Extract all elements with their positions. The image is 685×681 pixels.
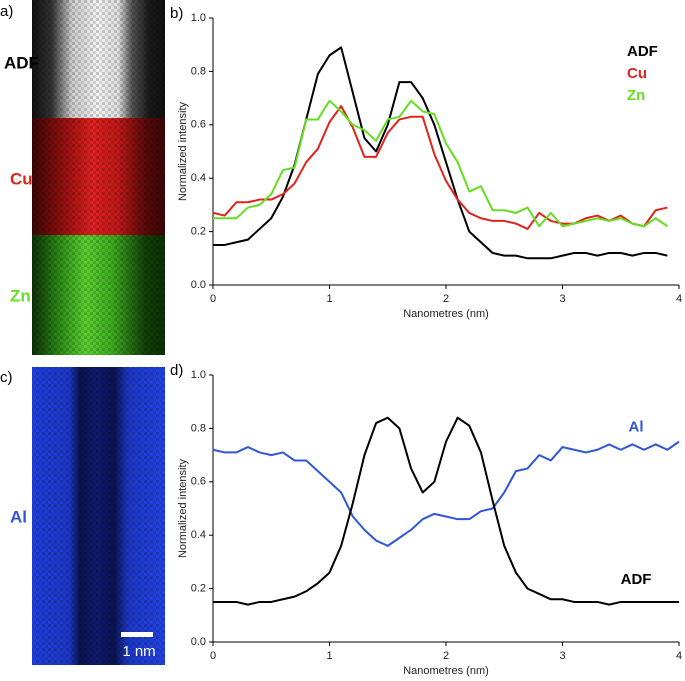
x-axis-title: Nanometres (nm) <box>403 665 489 677</box>
series-line <box>213 99 668 228</box>
y-tick-label: 0.6 <box>191 476 206 488</box>
x-tick-label: 3 <box>559 650 565 662</box>
y-tick-label: 0.8 <box>191 65 206 77</box>
y-tick-label: 1.0 <box>191 12 206 24</box>
image-panel-a <box>32 0 165 355</box>
y-tick-label: 0.8 <box>191 422 206 434</box>
y-axis-title: Normalized intensity <box>177 458 189 558</box>
scale-bar <box>121 632 153 637</box>
x-axis-title: Nanometres (nm) <box>403 308 489 320</box>
x-tick-label: 1 <box>326 293 332 305</box>
x-tick-label: 3 <box>559 293 565 305</box>
panel-label: d) <box>170 362 183 379</box>
channel-label: Zn <box>10 286 31 305</box>
channel-label: Cu <box>10 169 33 188</box>
x-tick-label: 4 <box>676 293 682 305</box>
legend-label: Cu <box>627 65 647 82</box>
x-tick-label: 4 <box>676 650 682 662</box>
series-label: Al <box>629 419 644 436</box>
x-tick-label: 0 <box>210 293 216 305</box>
panel-label: c) <box>0 369 13 386</box>
panel-label: a) <box>0 3 13 20</box>
y-tick-label: 0.2 <box>191 226 206 238</box>
map-texture <box>32 0 165 355</box>
panel-label: b) <box>170 5 183 22</box>
series-label: ADF <box>621 571 652 588</box>
y-tick-label: 0.4 <box>191 172 206 184</box>
map-texture <box>32 367 165 665</box>
channel-label: Al <box>10 507 27 526</box>
x-tick-label: 2 <box>443 293 449 305</box>
y-tick-label: 0.0 <box>191 279 206 291</box>
channel-label: ADF <box>4 53 39 72</box>
y-tick-label: 0.2 <box>191 583 206 595</box>
x-tick-label: 1 <box>326 650 332 662</box>
y-tick-label: 1.0 <box>191 369 206 381</box>
y-tick-label: 0.0 <box>191 636 206 648</box>
legend-label: ADF <box>627 43 658 60</box>
y-tick-label: 0.4 <box>191 529 206 541</box>
x-tick-label: 2 <box>443 650 449 662</box>
series-line <box>212 440 680 547</box>
series-line <box>213 46 668 260</box>
x-tick-label: 0 <box>210 650 216 662</box>
y-axis-title: Normalized intensity <box>177 101 189 201</box>
legend-label: Zn <box>627 87 645 104</box>
image-panel-c: 1 nm <box>32 367 165 665</box>
scale-bar-label: 1 nm <box>122 643 155 660</box>
series-line <box>212 105 668 230</box>
y-tick-label: 0.6 <box>191 119 206 131</box>
series-line <box>213 416 679 606</box>
